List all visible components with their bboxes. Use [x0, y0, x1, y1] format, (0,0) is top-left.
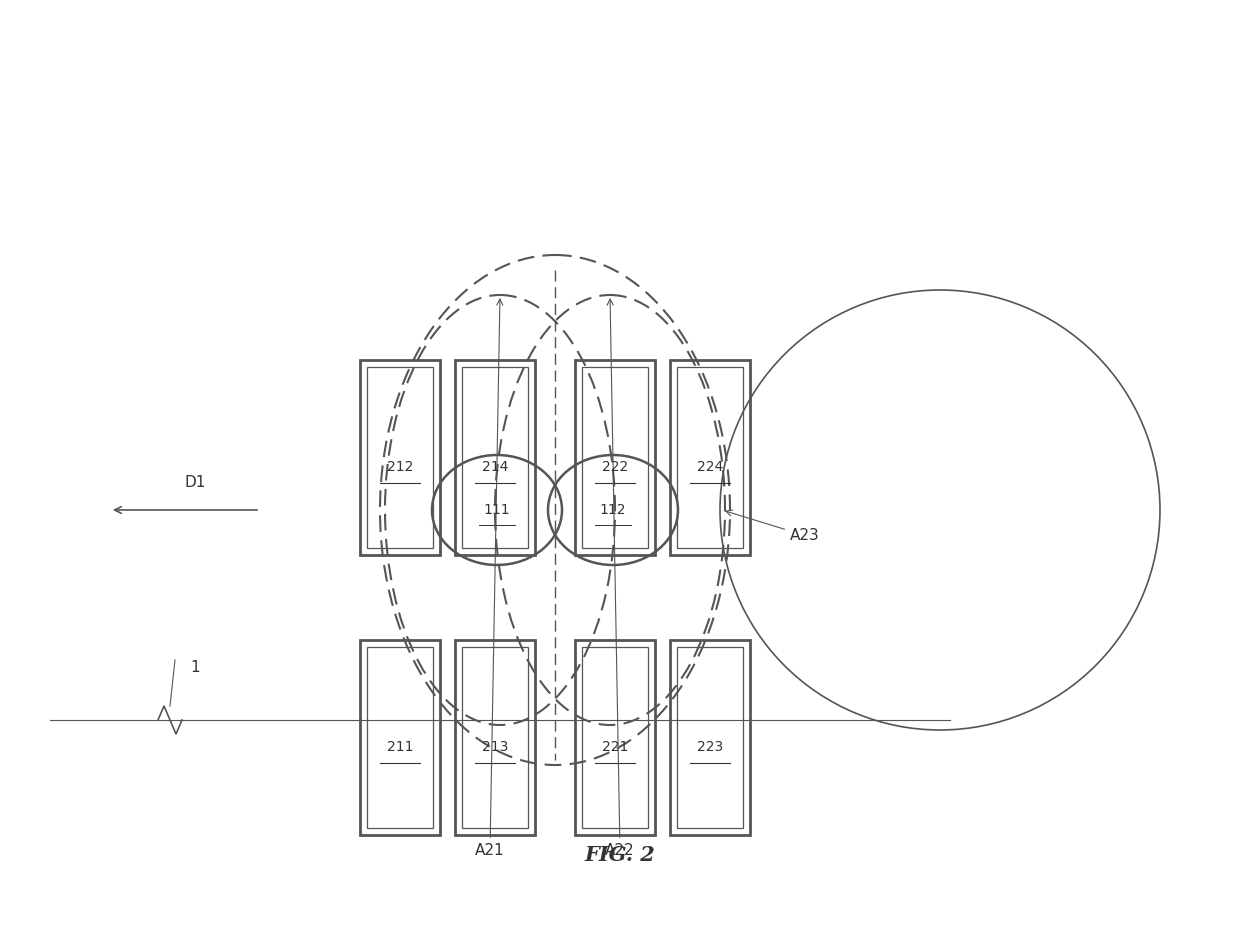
- Text: 222: 222: [601, 461, 629, 474]
- Bar: [582, 367, 649, 548]
- Bar: [677, 367, 743, 548]
- Bar: [463, 367, 528, 548]
- Bar: [367, 647, 433, 828]
- Text: D1: D1: [185, 475, 206, 490]
- Text: 221: 221: [601, 740, 629, 755]
- Bar: [670, 640, 750, 835]
- Bar: [575, 360, 655, 555]
- Text: 211: 211: [387, 740, 413, 755]
- Bar: [367, 367, 433, 548]
- Bar: [455, 640, 534, 835]
- Text: 224: 224: [697, 461, 723, 474]
- Text: 212: 212: [387, 461, 413, 474]
- Text: A22: A22: [605, 299, 635, 858]
- Bar: [670, 360, 750, 555]
- Text: A23: A23: [725, 510, 820, 543]
- Text: 112: 112: [600, 503, 626, 517]
- Bar: [455, 360, 534, 555]
- Text: 214: 214: [482, 461, 508, 474]
- Text: 111: 111: [484, 503, 511, 517]
- Text: 213: 213: [482, 740, 508, 755]
- Text: A21: A21: [475, 299, 505, 858]
- Bar: [463, 647, 528, 828]
- Bar: [360, 360, 440, 555]
- Text: FIG. 2: FIG. 2: [584, 845, 656, 865]
- Bar: [575, 640, 655, 835]
- Bar: [677, 647, 743, 828]
- Text: 1: 1: [190, 660, 200, 675]
- Text: 223: 223: [697, 740, 723, 755]
- Bar: [360, 640, 440, 835]
- Bar: [582, 647, 649, 828]
